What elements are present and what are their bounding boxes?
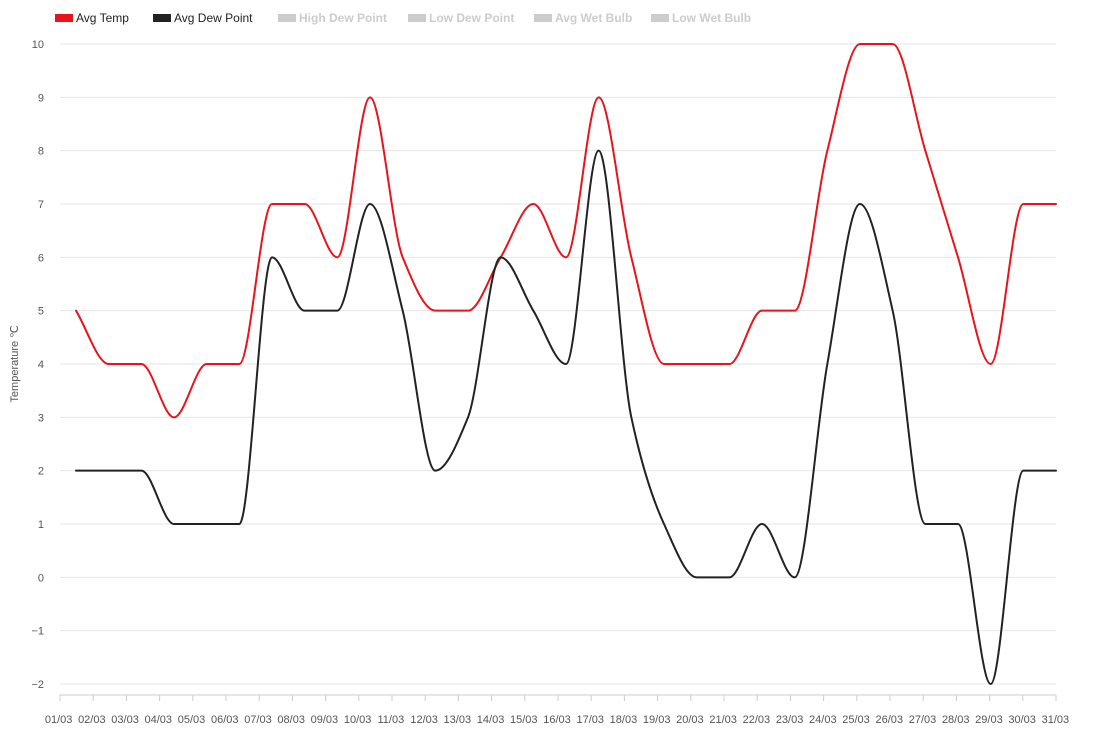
gridlines: [60, 43, 1056, 685]
x-tick-label: 01/03: [45, 714, 73, 726]
y-tick-label: 9: [38, 92, 44, 104]
x-tick-label: 31/03: [1042, 714, 1070, 726]
y-tick-label: 4: [38, 359, 44, 371]
y-tick-label: 1: [38, 519, 44, 531]
y-tick-label: 3: [38, 412, 44, 424]
x-tick-label: 19/03: [643, 714, 671, 726]
y-tick-label: −2: [31, 679, 44, 691]
x-tick-label: 20/03: [676, 714, 704, 726]
legend-item-5[interactable]: Low Wet Bulb: [672, 11, 751, 25]
x-tick-label: 10/03: [344, 714, 372, 726]
x-tick-label: 03/03: [111, 714, 139, 726]
x-tick-label: 13/03: [444, 714, 472, 726]
legend-item-2[interactable]: High Dew Point: [299, 11, 387, 25]
x-tick-label: 27/03: [909, 714, 937, 726]
x-tick-label: 30/03: [1008, 714, 1036, 726]
x-tick-label: 08/03: [277, 714, 305, 726]
series-line-avg-dew-point[interactable]: [75, 149, 1057, 685]
x-tick-label: 09/03: [311, 714, 339, 726]
x-tick-label: 02/03: [78, 714, 106, 726]
legend-swatch-3[interactable]: [408, 14, 426, 22]
legend-swatch-5[interactable]: [651, 14, 669, 22]
x-tick-label: 23/03: [776, 714, 804, 726]
x-tick-label: 16/03: [543, 714, 571, 726]
legend-swatch-4[interactable]: [534, 14, 552, 22]
x-tick-label: 21/03: [709, 714, 737, 726]
legend-swatch-2[interactable]: [278, 14, 296, 22]
x-tick-label: 17/03: [576, 714, 604, 726]
series-lines: [75, 42, 1057, 685]
x-tick-label: 26/03: [875, 714, 903, 726]
y-tick-label: 5: [38, 306, 44, 318]
legend-swatch-0[interactable]: [55, 14, 73, 22]
x-tick-label: 28/03: [942, 714, 970, 726]
y-tick-label: 2: [38, 466, 44, 478]
x-tick-label: 29/03: [975, 714, 1003, 726]
legend-item-0[interactable]: Avg Temp: [76, 11, 129, 25]
x-tick-label: 15/03: [510, 714, 538, 726]
y-tick-label: 7: [38, 199, 44, 211]
x-tick-label: 18/03: [610, 714, 638, 726]
series-line-avg-temp[interactable]: [75, 42, 1057, 419]
legend-item-4[interactable]: Avg Wet Bulb: [555, 11, 632, 25]
x-tick-label: 14/03: [477, 714, 505, 726]
y-axis-title: Temperature ℃: [9, 325, 21, 402]
legend-item-3[interactable]: Low Dew Point: [429, 11, 514, 25]
x-tick-label: 11/03: [378, 714, 405, 726]
x-tick-label: 24/03: [809, 714, 837, 726]
x-tick-label: 04/03: [145, 714, 173, 726]
x-tick-label: 25/03: [842, 714, 870, 726]
y-tick-label: 10: [32, 39, 44, 51]
x-tick-label: 22/03: [743, 714, 771, 726]
y-tick-label: 0: [38, 572, 44, 584]
x-tick-label: 12/03: [410, 714, 438, 726]
y-tick-label: 6: [38, 252, 44, 264]
legend-item-1[interactable]: Avg Dew Point: [174, 11, 253, 25]
x-tick-label: 05/03: [178, 714, 206, 726]
x-tick-label: 06/03: [211, 714, 239, 726]
x-axis: 01/03 02/03 03/03 04/03 05/03 06/03 07/03 08/03…: [45, 694, 1070, 726]
y-tick-label: 8: [38, 146, 44, 158]
legend: Avg Temp Avg Dew Point High Dew Point Low D…: [55, 11, 751, 25]
x-tick-label: 07/03: [244, 714, 272, 726]
legend-swatch-1[interactable]: [153, 14, 171, 22]
y-tick-label: −1: [31, 626, 44, 638]
